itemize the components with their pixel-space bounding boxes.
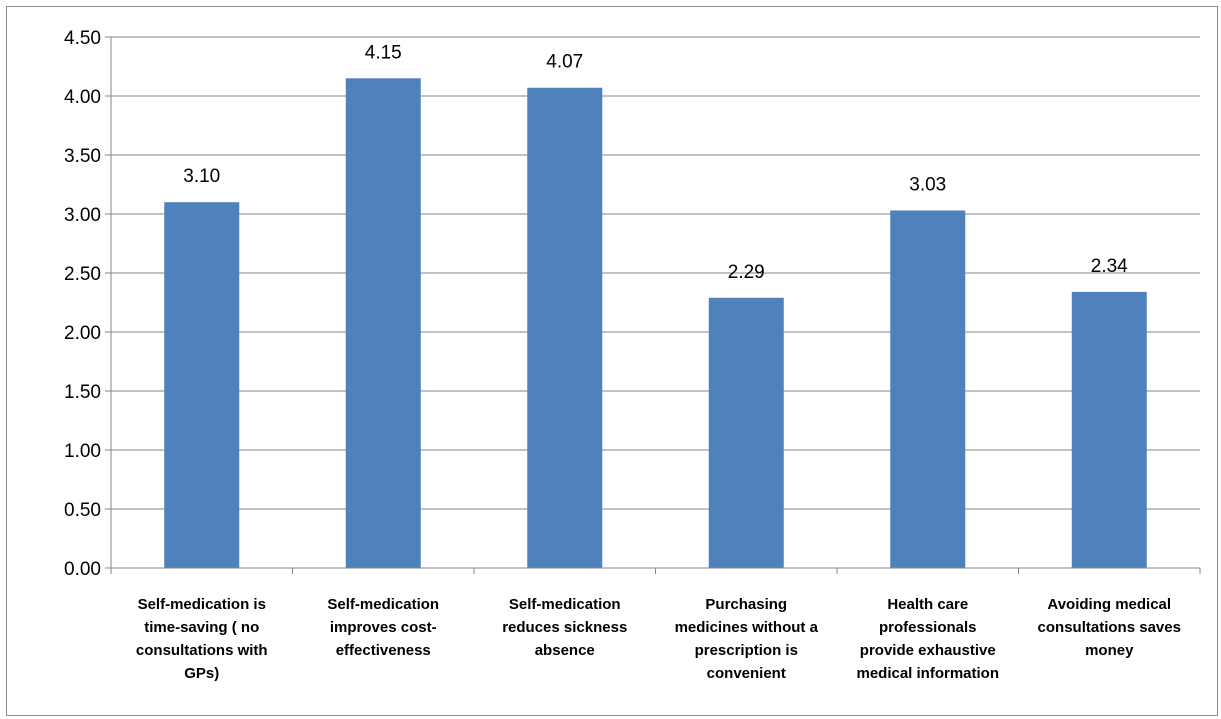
- x-category-label-line: GPs): [184, 665, 219, 682]
- x-category-label-line: absence: [535, 642, 595, 659]
- x-category-label-line: medical information: [856, 665, 999, 682]
- x-category-label: Purchasing medicines without a prescriptio…: [675, 596, 819, 682]
- data-label: 4.07: [546, 52, 583, 73]
- y-tick-label: 2.00: [64, 323, 101, 344]
- x-category-label-line: provide exhaustive: [860, 642, 996, 659]
- bar: [527, 87, 603, 569]
- x-category-label-line: Purchasing: [705, 596, 787, 613]
- axes: [105, 36, 1201, 574]
- gridlines: [111, 36, 1200, 510]
- x-category-label-line: Health care: [887, 596, 968, 613]
- x-category-label-line: Avoiding medical: [1047, 596, 1171, 613]
- bars: [164, 78, 1147, 569]
- data-label: 2.34: [1091, 256, 1128, 277]
- y-tick-label: 0.50: [64, 500, 101, 521]
- x-category-label-line: improves cost-: [330, 619, 437, 636]
- y-tick-label: 1.00: [64, 441, 101, 462]
- y-tick-label: 3.50: [64, 146, 101, 167]
- x-category-label-line: professionals: [879, 619, 977, 636]
- x-category-labels: Self-medication is time-saving ( no consul…: [136, 596, 1181, 682]
- x-category-label-line: Self-medication: [509, 596, 621, 613]
- y-tick-label: 0.00: [64, 559, 101, 580]
- x-category-label-line: consultations with: [136, 642, 268, 659]
- x-category-label-line: Self-medication is: [138, 596, 266, 613]
- bar: [164, 202, 240, 568]
- x-category-label-line: time-saving ( no: [144, 619, 259, 636]
- x-category-label-line: money: [1085, 642, 1134, 659]
- x-category-label-line: prescription is: [695, 642, 798, 659]
- y-tick-labels: 0.00 0.50 1.00 1.50 2.00 2.50 3.00 3.50 4.00 4.50: [64, 28, 101, 580]
- data-labels: 3.10 4.15 4.07 2.29 3.03 2.34: [183, 42, 1128, 282]
- x-category-label: Self-medication reduces sickness absence: [502, 596, 627, 659]
- data-label: 2.29: [728, 262, 765, 283]
- x-category-label: Avoiding medical consultations saves money: [1038, 596, 1181, 659]
- y-tick-label: 3.00: [64, 205, 101, 226]
- data-label: 4.15: [365, 42, 402, 63]
- bar: [345, 78, 421, 569]
- x-category-label-line: reduces sickness: [502, 619, 627, 636]
- x-category-label-line: convenient: [707, 665, 786, 682]
- x-category-label-line: effectiveness: [336, 642, 431, 659]
- x-category-label-line: Self-medication: [327, 596, 439, 613]
- data-label: 3.03: [909, 174, 946, 195]
- y-tick-label: 1.50: [64, 382, 101, 403]
- y-tick-label: 4.00: [64, 87, 101, 108]
- data-label: 3.10: [183, 166, 220, 187]
- x-category-label: Self-medication is time-saving ( no consul…: [136, 596, 268, 682]
- bar: [708, 297, 784, 568]
- y-tick-label: 4.50: [64, 28, 101, 49]
- bar: [1071, 291, 1147, 568]
- x-category-label: Health care professionals provide exhausti…: [856, 596, 999, 682]
- x-category-label-line: medicines without a: [675, 619, 819, 636]
- y-tick-label: 2.50: [64, 264, 101, 285]
- x-category-label-line: consultations saves: [1038, 619, 1181, 636]
- x-category-label: Self-medication improves cost-effectivene…: [327, 596, 439, 659]
- bar: [890, 210, 966, 568]
